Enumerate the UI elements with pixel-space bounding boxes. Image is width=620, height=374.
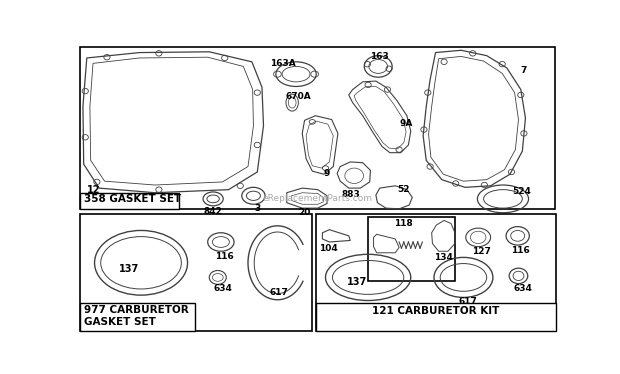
Text: 524: 524 — [512, 187, 531, 196]
Text: 3: 3 — [254, 204, 260, 213]
Text: 617: 617 — [458, 297, 477, 306]
Text: 842: 842 — [204, 206, 223, 215]
Text: 127: 127 — [472, 247, 491, 257]
Text: 977 CARBURETOR
GASKET SET: 977 CARBURETOR GASKET SET — [84, 305, 188, 327]
Bar — [80, 193, 179, 209]
Bar — [80, 303, 195, 331]
Text: 163A: 163A — [270, 59, 296, 68]
Text: 52: 52 — [397, 185, 409, 194]
Text: 7: 7 — [520, 67, 526, 76]
Text: eReplacementParts.com: eReplacementParts.com — [263, 194, 373, 203]
Text: 137: 137 — [118, 264, 139, 273]
Text: 358 GASKET SET: 358 GASKET SET — [84, 194, 181, 204]
Text: 634: 634 — [213, 284, 232, 293]
Text: 617: 617 — [270, 288, 288, 297]
Text: 116: 116 — [512, 246, 530, 255]
Text: 12: 12 — [87, 185, 100, 195]
Text: 163: 163 — [371, 52, 389, 61]
Text: 121 CARBURETOR KIT: 121 CARBURETOR KIT — [372, 306, 499, 316]
Text: 670A: 670A — [285, 92, 311, 101]
Bar — [80, 47, 555, 209]
Text: 137: 137 — [347, 278, 368, 288]
Bar — [80, 214, 312, 331]
Text: 9: 9 — [323, 169, 330, 178]
Text: 134: 134 — [434, 253, 453, 262]
Text: 9A: 9A — [399, 119, 412, 128]
Bar — [316, 303, 556, 331]
Text: 20: 20 — [298, 208, 311, 217]
Text: 634: 634 — [514, 284, 533, 293]
Bar — [368, 217, 455, 280]
Text: 116: 116 — [216, 252, 234, 261]
Bar — [316, 214, 556, 331]
Text: 104: 104 — [319, 243, 338, 252]
Text: 883: 883 — [341, 190, 360, 199]
Text: 118: 118 — [394, 219, 412, 228]
